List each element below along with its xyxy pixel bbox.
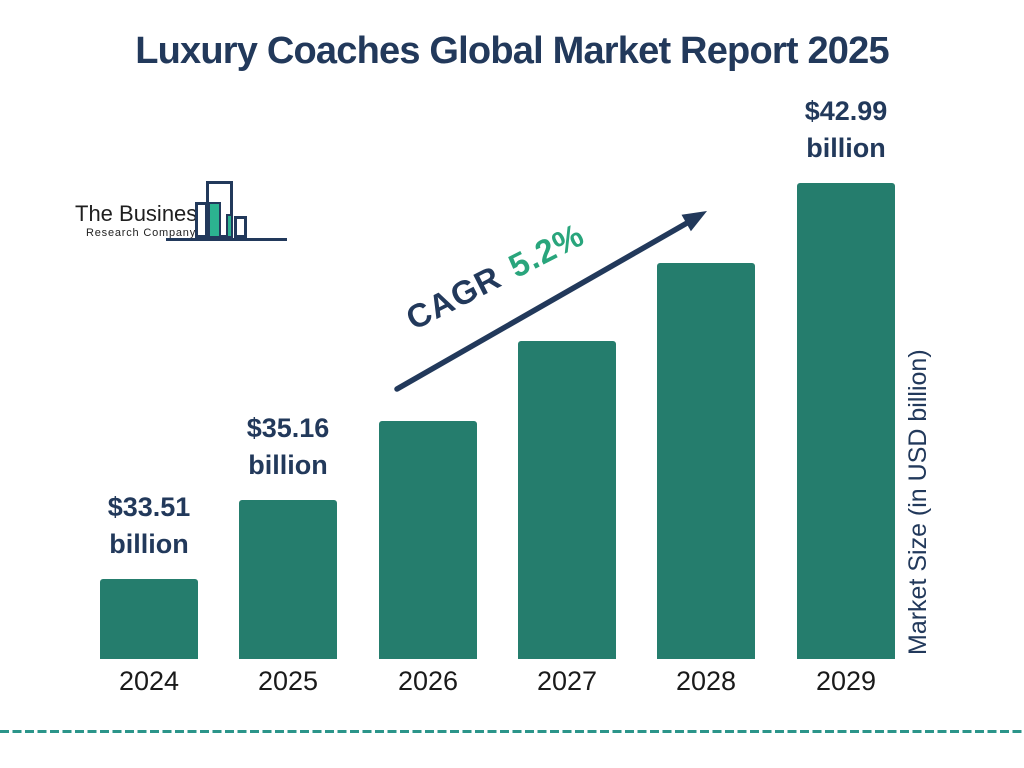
logo-bar-teal-2 bbox=[226, 214, 233, 238]
company-logo: The Business Research Company bbox=[75, 175, 295, 253]
page-title: Luxury Coaches Global Market Report 2025 bbox=[135, 30, 889, 72]
value-unit: billion bbox=[109, 529, 189, 559]
logo-bar-outline-2 bbox=[234, 216, 247, 238]
value-amount: $35.16 bbox=[246, 413, 330, 443]
year-label-2027: 2027 bbox=[536, 666, 598, 696]
year-label-2025: 2025 bbox=[257, 666, 319, 696]
value-label-2025: $35.16 billion bbox=[178, 410, 398, 484]
bar-2028 bbox=[657, 263, 755, 659]
bottom-dashed-divider bbox=[0, 730, 1024, 733]
cagr-label: CAGR bbox=[400, 258, 507, 337]
value-unit: billion bbox=[248, 450, 328, 480]
year-label-2028: 2028 bbox=[675, 666, 737, 696]
cagr-value: 5.2% bbox=[502, 215, 591, 285]
year-label-2026: 2026 bbox=[397, 666, 459, 696]
bar-2026 bbox=[379, 421, 477, 659]
y-axis-label: Market Size (in USD billion) bbox=[904, 349, 932, 655]
logo-baseline bbox=[166, 238, 287, 241]
year-label-2029: 2029 bbox=[815, 666, 877, 696]
value-label-2029: $42.99 billion bbox=[736, 93, 956, 167]
value-label-2024: $33.51 billion bbox=[39, 489, 259, 563]
logo-text: The Business bbox=[75, 201, 209, 226]
cagr-annotation: CAGR5.2% bbox=[400, 216, 590, 338]
value-amount: $33.51 bbox=[107, 492, 191, 522]
year-label-2024: 2024 bbox=[118, 666, 180, 696]
logo-subtext: Research Company bbox=[86, 227, 197, 239]
value-unit: billion bbox=[806, 133, 886, 163]
bar-2024 bbox=[100, 579, 198, 659]
bar-2027 bbox=[518, 341, 616, 659]
bar-2029 bbox=[797, 183, 895, 659]
value-amount: $42.99 bbox=[804, 96, 888, 126]
logo-bar-teal-1 bbox=[208, 202, 221, 238]
bar-2025 bbox=[239, 500, 337, 659]
